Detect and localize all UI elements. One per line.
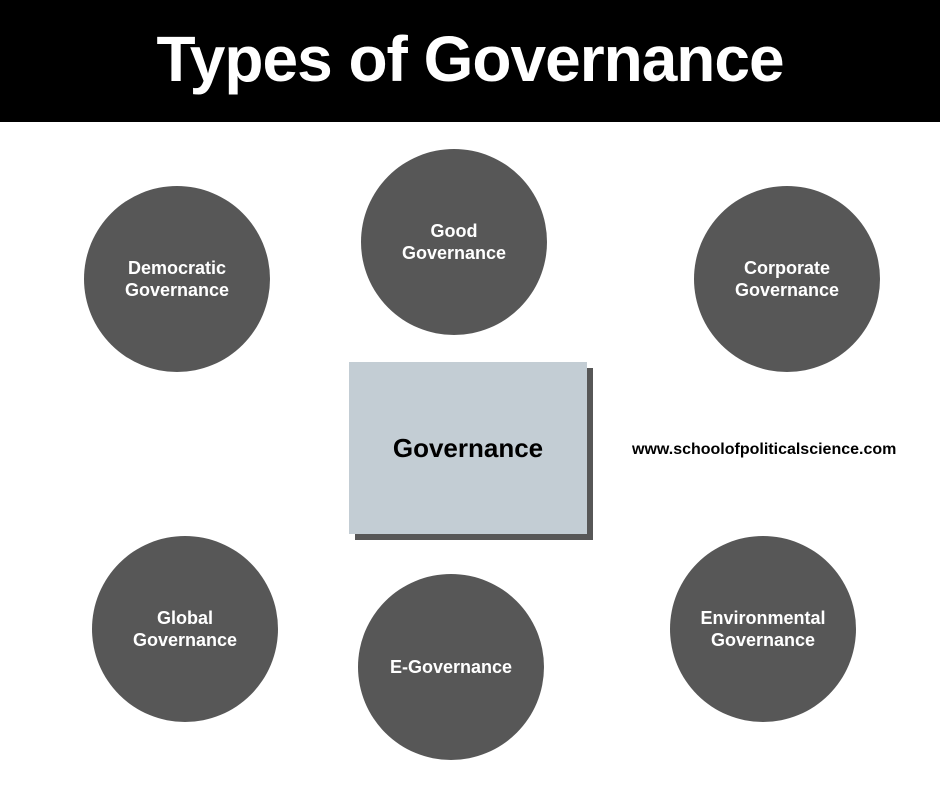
- circle-global: Global Governance: [92, 536, 278, 722]
- center-box-label: Governance: [393, 433, 543, 464]
- page-title: Types of Governance: [156, 23, 783, 95]
- circle-label-environmental: Environmental Governance: [690, 607, 835, 652]
- circle-label-democratic: Democratic Governance: [115, 257, 239, 302]
- circle-environmental: Environmental Governance: [670, 536, 856, 722]
- circle-label-e: E-Governance: [380, 656, 522, 679]
- source-url: www.schoolofpoliticalscience.com: [632, 441, 896, 459]
- circle-label-corporate: Corporate Governance: [725, 257, 849, 302]
- center-box: Governance: [349, 362, 587, 534]
- circle-democratic: Democratic Governance: [84, 186, 270, 372]
- circle-label-global: Global Governance: [123, 607, 247, 652]
- title-bar: Types of Governance: [0, 0, 940, 122]
- circle-label-good: Good Governance: [392, 220, 516, 265]
- circle-e: E-Governance: [358, 574, 544, 760]
- circle-good: Good Governance: [361, 149, 547, 335]
- circle-corporate: Corporate Governance: [694, 186, 880, 372]
